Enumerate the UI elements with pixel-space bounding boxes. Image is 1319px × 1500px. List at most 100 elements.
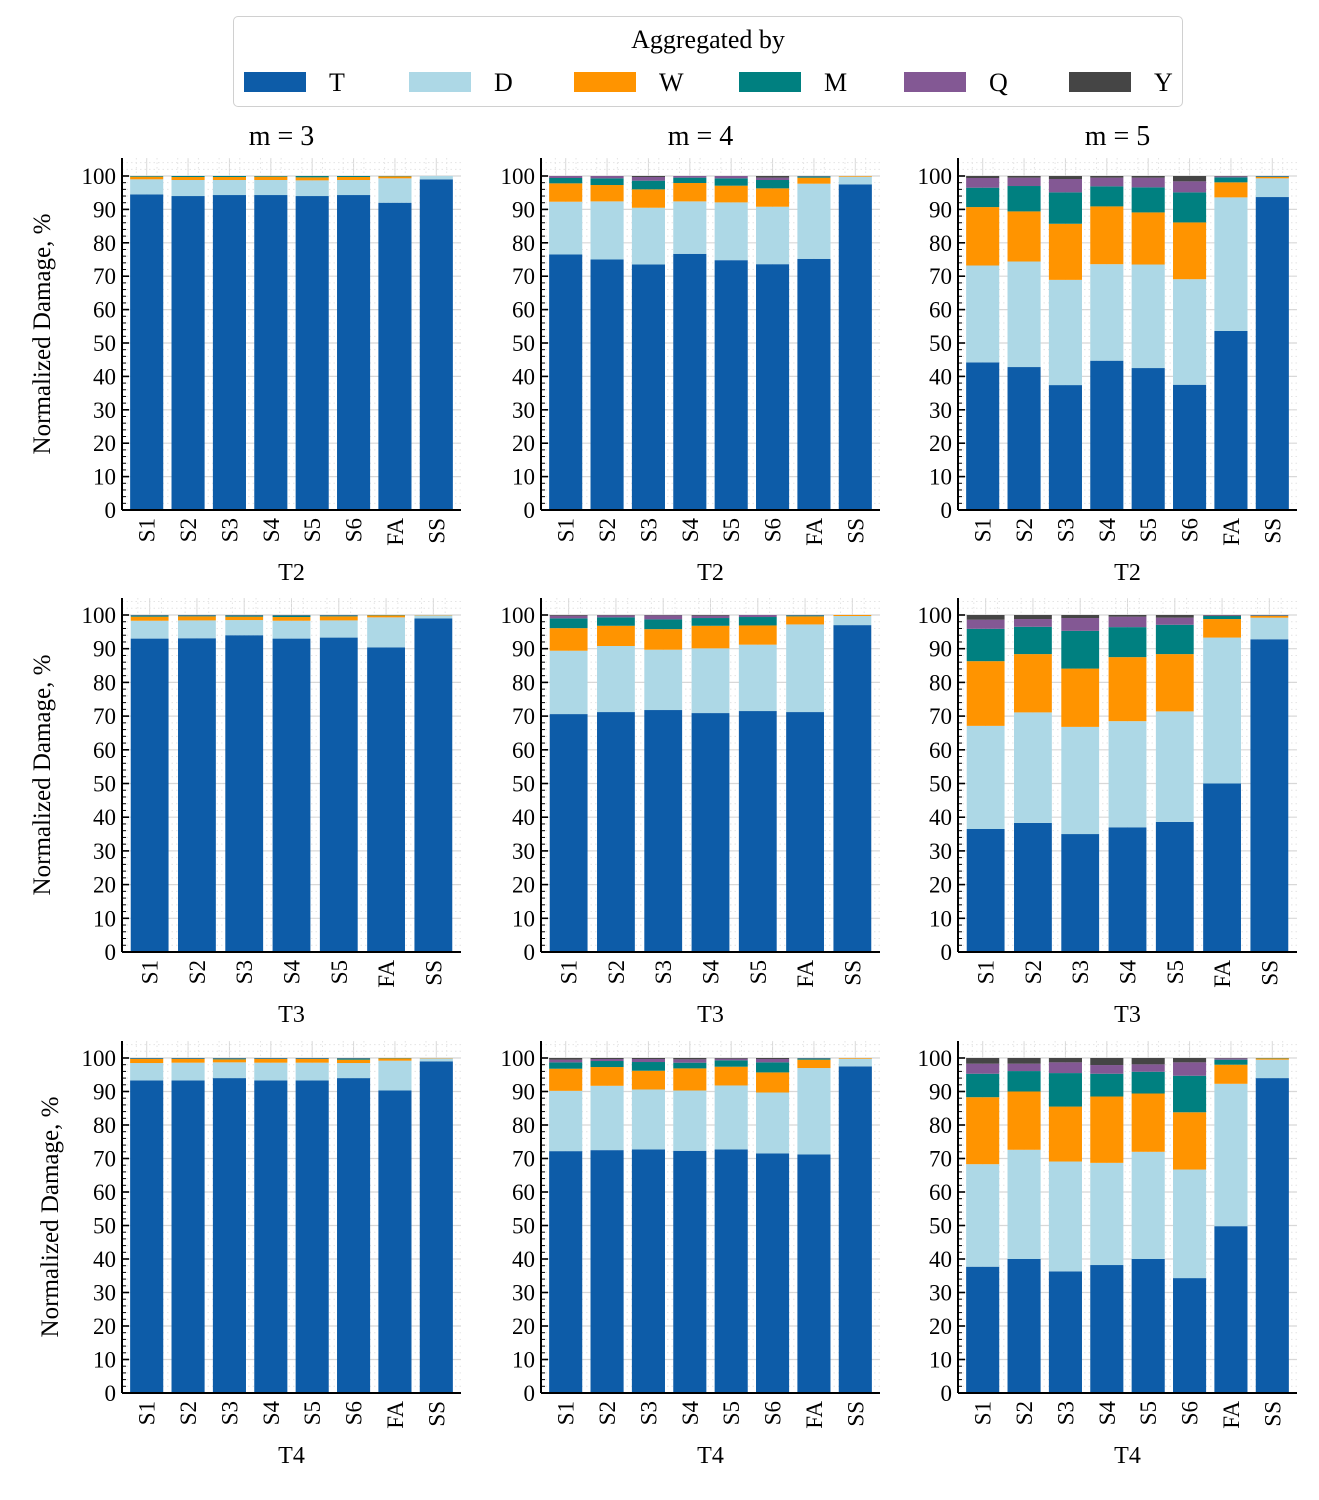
bar-segment-d-s6: [1173, 1169, 1207, 1279]
bar-segment-w-s1: [966, 661, 1005, 726]
subplot-title: m = 5: [1085, 121, 1151, 152]
bar-segment-y-s5: [1131, 176, 1165, 178]
legend-label: T: [329, 68, 345, 97]
bar-segment-m-s1: [966, 1073, 1000, 1098]
bar-segment-m-s1: [130, 1058, 164, 1060]
bar-segment-m-s3: [212, 1058, 246, 1060]
bar-segment-t-s2: [590, 259, 624, 510]
bar-segment-y-s3: [1048, 1058, 1082, 1063]
x-tick-label: FA: [802, 518, 827, 546]
bar-segment-d-ss: [419, 176, 453, 180]
bar-segment-t-ss: [1255, 1078, 1289, 1393]
bar-segment-m-s3: [644, 619, 683, 630]
bar-segment-w-s4: [691, 625, 730, 649]
y-axis-label: Normalized Damage, %: [29, 214, 56, 455]
bar-segment-q-s6: [756, 1059, 790, 1063]
x-tick-label: S5: [1136, 1401, 1161, 1425]
bar-segment-w-s1: [130, 1059, 164, 1064]
x-tick-label: S3: [232, 960, 257, 984]
bar-segment-y-s6: [756, 176, 790, 178]
y-tick-label: 70: [929, 704, 952, 729]
bar-segment-w-s2: [171, 1059, 205, 1063]
bar-segment-t-s6: [1173, 1278, 1207, 1393]
legend-label: D: [494, 68, 513, 97]
bar-segment-w-ss: [838, 176, 872, 177]
bar-segment-m-s6: [756, 1062, 790, 1073]
y-tick-label: 10: [93, 465, 116, 490]
x-axis-label: T2: [1114, 560, 1141, 586]
bar-segment-q-s3: [1061, 618, 1100, 631]
y-tick-label: 70: [512, 1147, 535, 1172]
y-tick-label: 100: [918, 1046, 953, 1071]
y-tick-label: 60: [512, 1180, 535, 1205]
legend-swatch: [739, 72, 801, 92]
bar-segment-y-s2: [1014, 615, 1052, 620]
y-tick-label: 30: [93, 839, 116, 864]
x-axis-label: T2: [697, 560, 724, 586]
bar-segment-w-s5: [295, 1059, 329, 1063]
bar-segment-w-ss: [833, 615, 872, 617]
x-tick-labels: S1 S2 S3 S4 S5 S6 FA SS: [971, 1401, 1286, 1429]
subplot-r0-c1: 0 10 20 30 40 50 60 70 80 90 100 S1 S2 S3 S4 S5 S6 FA SS T2…: [501, 121, 880, 586]
bar-segment-w-s5: [1155, 654, 1194, 712]
bar-segment-t-s6: [756, 1153, 790, 1393]
bar-segment-d-s6: [337, 1063, 371, 1079]
x-tick-label: S1: [135, 518, 160, 542]
bar-segment-d-ss: [838, 176, 872, 185]
bar-segment-t-s2: [178, 638, 216, 952]
bar-segment-d-s2: [178, 620, 216, 639]
bar-segment-t-fa: [378, 202, 412, 510]
x-tick-label: S3: [651, 960, 676, 984]
bar-segment-d-s3: [631, 207, 665, 265]
y-tick-label: 50: [512, 772, 535, 797]
bar-segment-t-fa: [797, 1154, 831, 1393]
x-tick-label: S6: [1178, 1401, 1203, 1425]
bars: [549, 1058, 872, 1393]
y-tick-label: 20: [929, 1314, 952, 1339]
bar-segment-d-s2: [171, 1062, 205, 1081]
bar-segment-w-s5: [295, 177, 329, 181]
x-tick-label: SS: [424, 518, 449, 544]
bar-segment-t-fa: [1214, 1226, 1248, 1393]
x-tick-label: S4: [1116, 960, 1141, 985]
bar-segment-d-s2: [1007, 1149, 1041, 1259]
bar-segment-y-s5: [1155, 615, 1194, 618]
y-tick-label: 0: [105, 940, 117, 965]
bar-segment-t-s2: [171, 196, 205, 511]
y-tick-label: 40: [512, 1247, 535, 1272]
bar-segment-m-fa: [797, 1058, 831, 1060]
bar-segment-t-fa: [1203, 783, 1241, 952]
x-tick-label: S1: [135, 1401, 160, 1425]
x-tick-label: S4: [1095, 518, 1120, 543]
bar-segment-m-s6: [1173, 1075, 1207, 1113]
bar-segment-m-s2: [171, 176, 205, 178]
bar-segment-d-s3: [212, 1062, 246, 1079]
y-tick-label: 90: [929, 197, 952, 222]
bar-segment-q-s3: [631, 177, 665, 181]
bar-segment-d-s3: [225, 620, 264, 636]
y-tick-label: 10: [93, 1348, 116, 1373]
bar-segment-t-s3: [225, 635, 264, 952]
bar-segment-w-s4: [1090, 1096, 1124, 1163]
x-tick-label: S3: [217, 1401, 242, 1425]
y-tick-label: 50: [929, 772, 952, 797]
bar-segment-q-s4: [673, 1059, 707, 1063]
bar-segment-m-s1: [549, 178, 583, 184]
y-tick-label: 0: [105, 498, 117, 523]
bar-segment-m-s4: [254, 1058, 288, 1060]
bar-segment-t-fa: [786, 712, 824, 952]
bar-segment-y-s5: [714, 1058, 748, 1059]
bar-segment-d-s4: [1090, 264, 1124, 361]
y-tick-label: 90: [93, 1080, 116, 1105]
bar-segment-q-s4: [1090, 1065, 1124, 1074]
y-tick-label: 80: [512, 231, 535, 256]
y-tick-label: 10: [512, 465, 535, 490]
bar-segment-d-ss: [838, 1058, 872, 1067]
bar-segment-w-s1: [966, 207, 1000, 266]
y-tick-label: 20: [93, 1314, 116, 1339]
bar-segment-t-s2: [1007, 1259, 1041, 1393]
bar-segment-d-s4: [691, 648, 730, 714]
bar-segment-w-fa: [367, 615, 405, 618]
y-tick-label: 20: [93, 873, 116, 898]
bar-segment-d-s4: [1108, 721, 1147, 828]
